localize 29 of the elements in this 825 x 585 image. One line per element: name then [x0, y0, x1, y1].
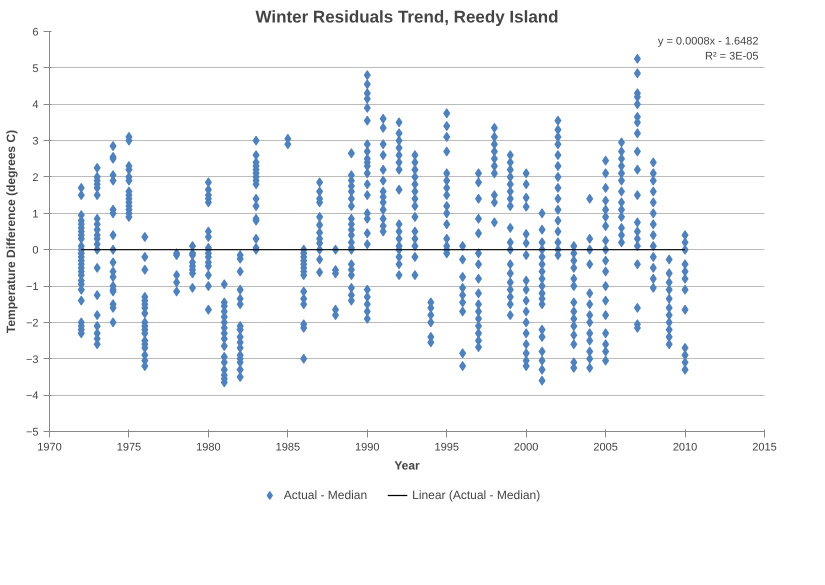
x-tick-label: 1980	[196, 442, 221, 454]
annotation: y = 0.0008x - 1.6482	[658, 36, 759, 48]
x-tick-label: 2010	[672, 442, 698, 454]
y-tick-label: 0	[32, 244, 39, 257]
x-tick-label: 1990	[355, 442, 380, 454]
x-tick-label: 2000	[514, 442, 538, 454]
y-tick-label: 4	[32, 99, 39, 112]
x-tick-label: 1995	[434, 442, 459, 454]
x-axis-title: Year	[394, 458, 420, 472]
y-tick-label: −5	[26, 426, 39, 438]
y-tick-label: −4	[26, 390, 39, 402]
chart-title: Winter Residuals Trend, Reedy Island	[255, 8, 559, 26]
x-tick-label: 2015	[752, 442, 777, 454]
y-tick-label: 6	[32, 26, 39, 38]
y-tick-label: 3	[32, 136, 39, 148]
y-tick-label: −3	[26, 354, 39, 366]
y-tick-label: 2	[32, 172, 39, 184]
y-tick-label: −2	[26, 317, 39, 330]
annotation: R² = 3E-05	[705, 50, 759, 62]
y-axis-title: Temperature Difference (degrees C)	[4, 130, 18, 334]
legend-label: Actual - Median	[284, 488, 368, 502]
x-tick-label: 2005	[593, 442, 618, 454]
x-tick-label: 1975	[116, 442, 142, 454]
x-tick-label: 1970	[37, 442, 62, 454]
x-tick-label: 1985	[276, 442, 300, 454]
legend-label: Linear (Actual - Median)	[412, 488, 540, 502]
y-tick-label: 1	[32, 208, 39, 220]
y-tick-label: 5	[32, 62, 39, 75]
y-tick-label: −1	[26, 281, 39, 294]
